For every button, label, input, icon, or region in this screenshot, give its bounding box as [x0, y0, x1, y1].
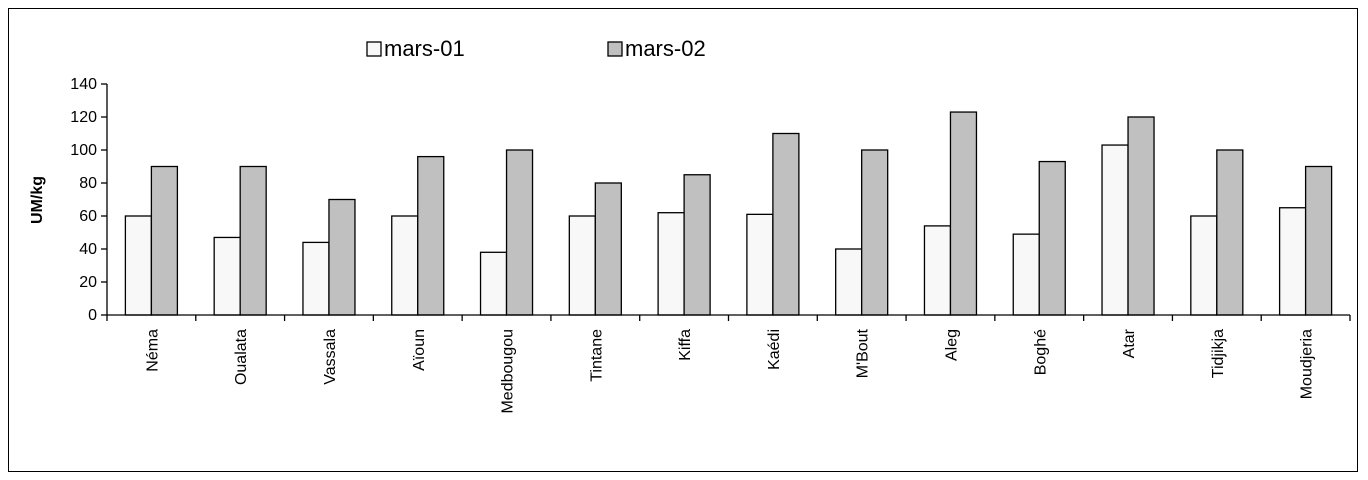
y-axis-label: UM/kg — [29, 176, 46, 224]
bar-mars-02 — [861, 149, 889, 316]
x-tick-label: Vassala — [322, 329, 339, 385]
bar-mars-02 — [594, 182, 622, 316]
bar-mars-02 — [328, 198, 356, 316]
bar-mars-01 — [568, 215, 596, 316]
x-tick-label: Atar — [1121, 328, 1138, 358]
x-tick-label: Néma — [144, 329, 161, 372]
x-tick-label: Medbougou — [500, 329, 517, 414]
bar-mars-02 — [1038, 160, 1066, 316]
bar-mars-01 — [1278, 207, 1307, 316]
x-tick-label: M'Bout — [855, 328, 872, 378]
bar-mars-01 — [1101, 144, 1129, 316]
bar-mars-02 — [1216, 149, 1244, 316]
x-tick-label: Moudjeria — [1299, 329, 1316, 399]
y-tick-label: 100 — [70, 142, 97, 159]
x-tick-label: Tidjikja — [1210, 329, 1227, 378]
bar-mars-02 — [417, 155, 445, 316]
legend-swatch-mars-01 — [366, 41, 382, 57]
y-tick-label: 120 — [70, 109, 97, 126]
x-tick-label: Oualata — [233, 329, 250, 385]
bar-mars-01 — [124, 215, 153, 316]
y-tick-label: 40 — [79, 241, 97, 258]
bar-mars-01 — [923, 225, 952, 316]
bar-mars-01 — [746, 213, 774, 316]
bar-mars-01 — [391, 215, 419, 316]
x-tick-label: Aïoun — [411, 329, 428, 371]
x-tick-label: Aleg — [943, 329, 960, 361]
bar-mars-02 — [683, 174, 711, 316]
y-tick-label: 0 — [88, 307, 97, 324]
bar-mars-01 — [835, 248, 863, 316]
bar-mars-02 — [1127, 116, 1155, 316]
legend: mars-01 mars-02 — [366, 36, 706, 61]
bars — [124, 111, 1333, 316]
bar-mars-02 — [1304, 165, 1333, 316]
x-axis: Néma Oualata Vassala Aïoun Medbougou Tintane K… — [106, 314, 1351, 414]
x-tick-label: Tintane — [588, 329, 605, 382]
bar-mars-01 — [1190, 215, 1218, 316]
bar-mars-01 — [213, 236, 241, 316]
bar-mars-02 — [505, 149, 534, 316]
bar-mars-01 — [657, 212, 685, 316]
bar-mars-02 — [772, 132, 800, 316]
y-tick-label: 60 — [79, 208, 97, 225]
bar-mars-02 — [150, 165, 179, 316]
x-tick-label: Boghé — [1032, 329, 1049, 375]
bar-mars-01 — [302, 241, 330, 316]
bar-mars-01 — [1012, 233, 1040, 316]
y-tick-label: 140 — [70, 76, 97, 93]
legend-label-mars-02: mars-02 — [625, 36, 706, 61]
bar-mars-02 — [239, 165, 267, 316]
x-tick-label: Kaédi — [766, 329, 783, 370]
x-tick-label: Kiffa — [677, 329, 694, 361]
legend-label-mars-01: mars-01 — [384, 36, 465, 61]
legend-swatch-mars-02 — [607, 41, 623, 57]
y-axis: 0 20 40 60 80 100 120 140 — [70, 76, 108, 324]
y-tick-label: 20 — [79, 274, 97, 291]
bar-mars-02 — [949, 111, 978, 316]
bar-mars-01 — [479, 251, 508, 316]
y-tick-label: 80 — [79, 175, 97, 192]
